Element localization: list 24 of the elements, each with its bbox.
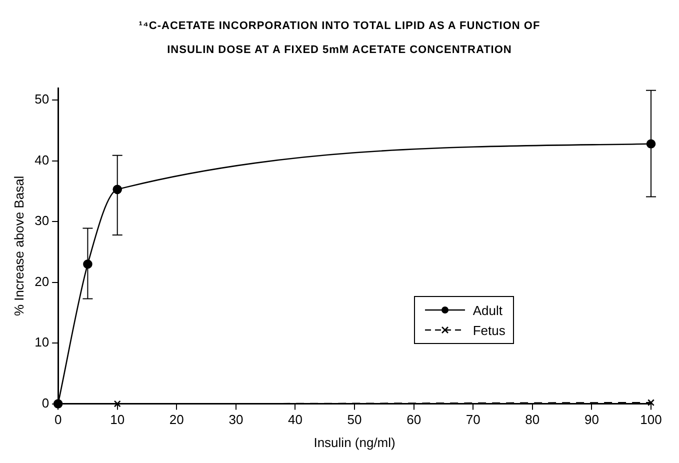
legend-label: Adult bbox=[472, 302, 502, 318]
chart-title: ¹⁴C-ACETATE INCORPORATION INTO TOTAL LIPID AS A FUNCTION OF INSULIN DOSE AT A FIXED 5mM ACETATE CONCENTRATION bbox=[138, 19, 542, 58]
y-tick-label: 0 bbox=[42, 395, 50, 410]
x-tick-label: 30 bbox=[228, 412, 244, 428]
legend-label: Fetus bbox=[472, 322, 506, 338]
x-tick-label: 0 bbox=[54, 412, 62, 428]
x-tick-label: 70 bbox=[466, 412, 480, 428]
point bbox=[648, 399, 654, 406]
y-tick-label: 20 bbox=[34, 274, 50, 289]
y-tick-label: 10 bbox=[34, 334, 50, 350]
y-tick-label: 30 bbox=[34, 213, 50, 228]
x-tick-label: 90 bbox=[584, 412, 599, 428]
y-tick-label: 50 bbox=[34, 92, 50, 107]
y-tick-label: 40 bbox=[34, 152, 50, 168]
x-tick-label: 40 bbox=[288, 412, 302, 428]
x-tick-label: 80 bbox=[525, 412, 540, 428]
point bbox=[114, 400, 121, 408]
y-axis-title: % Increase above Basal bbox=[11, 176, 26, 316]
x-tick-label: 50 bbox=[347, 412, 362, 428]
x-tick-label: 10 bbox=[110, 412, 125, 428]
x-tick-label: 60 bbox=[406, 412, 422, 428]
x-tick-label: 100 bbox=[640, 412, 662, 428]
x-axis-title: Insulin (ng/ml) bbox=[314, 434, 396, 450]
x-tick-label: 20 bbox=[169, 412, 184, 428]
